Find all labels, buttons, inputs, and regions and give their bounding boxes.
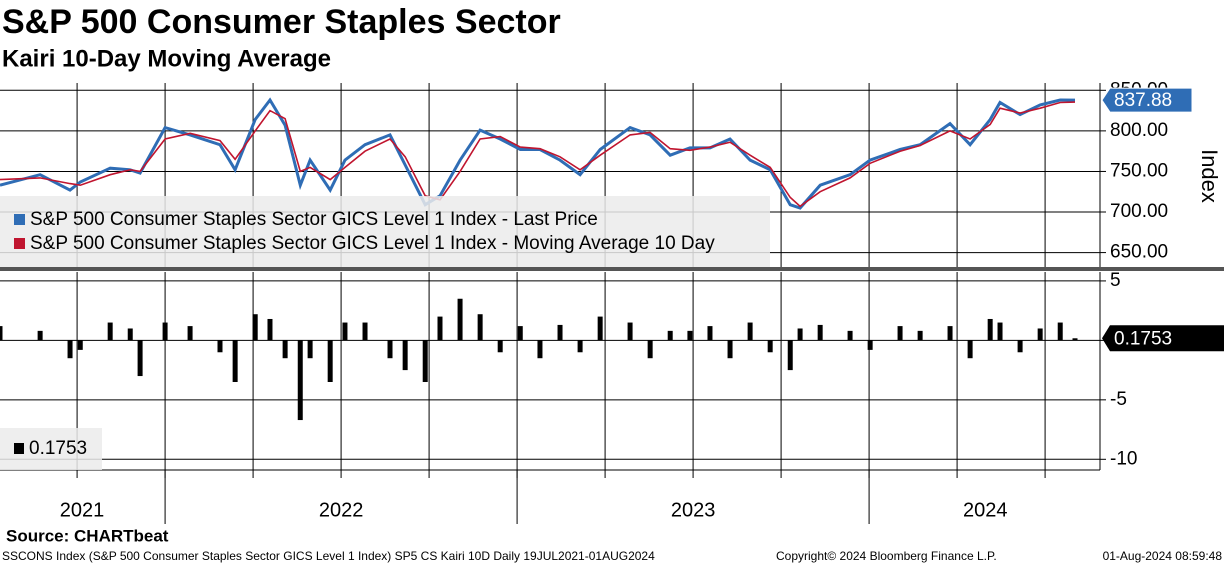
kairi-bar [517, 326, 523, 341]
kairi-bar [687, 330, 693, 341]
legend-box [0, 196, 770, 268]
kairi-bar [137, 340, 143, 377]
kairi-bar [797, 328, 803, 341]
kairi-bar [1017, 340, 1023, 353]
kairi-bar [997, 322, 1003, 341]
kairi-bar [387, 340, 393, 359]
kairi-bar [402, 340, 408, 371]
x-tick-label: 2023 [671, 499, 716, 521]
kairi-bar [667, 330, 673, 341]
source: Source: CHARTbeat [6, 526, 169, 545]
kairi-bar [897, 326, 903, 341]
y-tick-label: 650.00 [1110, 242, 1168, 263]
kairi-bar [252, 314, 258, 341]
legend-label: S&P 500 Consumer Staples Sector GICS Lev… [30, 233, 715, 254]
kairi-bar [187, 326, 193, 341]
kairi-bar [217, 340, 223, 353]
kairi-bar [767, 340, 773, 353]
x-tick-label: 2024 [963, 499, 1008, 521]
y-tick-label: 700.00 [1110, 201, 1168, 222]
legend-swatch [14, 214, 25, 225]
kairi-bar [867, 340, 873, 350]
kairi-bar [307, 340, 313, 359]
y-tick-label: -5 [1110, 389, 1127, 410]
timestamp: 01-Aug-2024 08:59:48 [1103, 549, 1223, 563]
kairi-bar [577, 340, 583, 353]
kairi-bar [987, 318, 993, 341]
kairi-bar [817, 324, 823, 341]
chart-title: S&P 500 Consumer Staples Sector [2, 3, 561, 41]
kairi-bar [847, 330, 853, 341]
x-tick-label: 2022 [319, 499, 364, 521]
kairi-bar [967, 340, 973, 359]
kairi-bar [0, 326, 3, 341]
y-tick-label: -10 [1110, 448, 1137, 469]
kairi-bar [727, 340, 733, 359]
copyright: Copyright© 2024 Bloomberg Finance L.P. [776, 549, 997, 563]
kairi-bar [37, 330, 43, 341]
kairi-bar [342, 322, 348, 341]
kairi-bar [557, 324, 563, 341]
kairi-bar [297, 340, 303, 421]
legend-label: S&P 500 Consumer Staples Sector GICS Lev… [30, 209, 598, 230]
kairi-bar [477, 314, 483, 341]
legend-label: 0.1753 [29, 438, 87, 459]
kairi-bar [282, 340, 288, 359]
price-line [0, 97, 1076, 210]
legend-swatch [14, 443, 24, 454]
last-value-badge [1102, 325, 1224, 352]
footer-description: SSCONS Index (S&P 500 Consumer Staples S… [2, 549, 655, 563]
kairi-bar [422, 340, 428, 382]
last-value-label: 837.88 [1114, 90, 1172, 111]
kairi-bar [162, 322, 168, 341]
last-value-badge [1101, 87, 1193, 113]
kairi-bar [1057, 322, 1063, 341]
kairi-bar [77, 340, 83, 350]
kairi-bar [107, 322, 113, 341]
kairi-bar [597, 316, 603, 341]
kairi-bar [627, 322, 633, 341]
kairi-bar [232, 340, 238, 382]
kairi-bar [127, 328, 133, 341]
kairi-bar [457, 298, 463, 341]
kairi-bar [917, 330, 923, 341]
y-tick-label: 750.00 [1110, 160, 1168, 181]
kairi-bar [947, 326, 953, 341]
price-line [0, 101, 1076, 208]
kairi-bar [1072, 338, 1078, 341]
legend-swatch [14, 238, 25, 249]
panel-separator [0, 267, 1224, 271]
y-tick-label: 5 [1110, 270, 1121, 291]
y-tick-label: 800.00 [1110, 120, 1168, 141]
kairi-bar [362, 322, 368, 341]
kairi-bar [707, 326, 713, 341]
kairi-bar [1037, 328, 1043, 341]
last-value-label: 0.1753 [1114, 328, 1172, 349]
chart-subtitle: Kairi 10-Day Moving Average [2, 45, 331, 72]
kairi-bar [267, 318, 273, 341]
kairi-bar [497, 340, 503, 353]
kairi-bar [537, 340, 543, 359]
kairi-bar [747, 322, 753, 341]
kairi-bar [787, 340, 793, 371]
kairi-bar [67, 340, 73, 359]
kairi-bar [437, 316, 443, 341]
y-axis-label: Index [1197, 149, 1222, 203]
legend: S&P 500 Consumer Staples Sector GICS Lev… [0, 196, 770, 268]
kairi-bar [327, 340, 333, 382]
x-tick-label: 2021 [60, 499, 105, 521]
kairi-bar [647, 340, 653, 359]
